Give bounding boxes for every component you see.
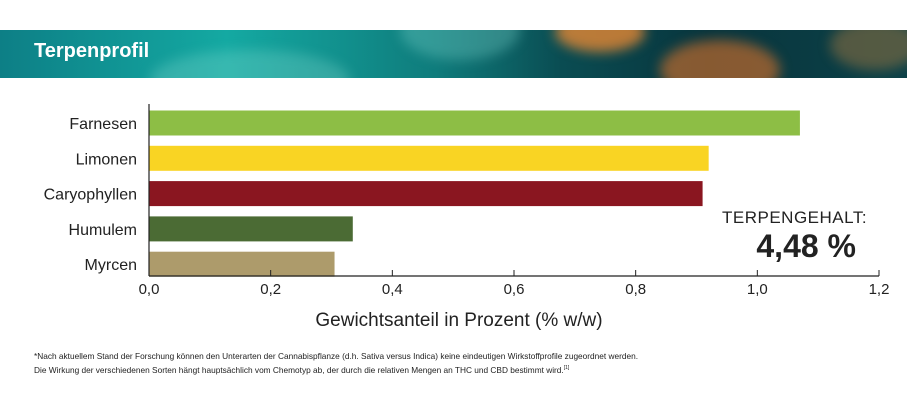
x-tick-label: 0,6 — [504, 281, 525, 298]
terpene-total-label: TERPENGEHALT: — [722, 208, 868, 227]
bar-limonen — [149, 145, 709, 171]
header-banner — [0, 30, 907, 78]
bar-farnesen — [149, 110, 800, 136]
footnote-line-2: Die Wirkung der verschiedenen Sorten hän… — [34, 362, 638, 376]
category-label-myrcen: Myrcen — [85, 257, 137, 274]
page-title: Terpenprofil — [34, 40, 150, 62]
footnote-line-1: *Nach aktuellem Stand der Forschung könn… — [34, 351, 639, 361]
x-axis-label: Gewichtsanteil in Prozent (% w/w) — [315, 310, 602, 331]
bar-myrcen — [149, 251, 335, 277]
category-label-humulem: Humulem — [69, 222, 137, 239]
footnote-reference: [1] — [563, 365, 570, 371]
x-ticks: 0,0 0,2 0,4 0,6 0,8 1,0 1,2 — [139, 270, 890, 298]
x-tick-label: 0,0 — [139, 281, 160, 298]
x-tick-label: 1,2 — [869, 281, 890, 298]
bar-caryophyllen — [149, 181, 703, 207]
terpene-total-value: 4,48 % — [756, 228, 856, 264]
bar-humulem — [149, 216, 353, 242]
x-tick-label: 0,2 — [260, 281, 281, 298]
bar-chart: Farnesen Limonen Caryophyllen Humulem Myrcen… — [44, 104, 890, 331]
category-label-caryophyllen: Caryophyllen — [44, 187, 137, 204]
footnote: *Nach aktuellem Stand der Forschung könn… — [34, 350, 638, 376]
x-tick-label: 1,0 — [747, 281, 768, 298]
bars-group — [149, 110, 800, 277]
footnote-line-2-text: Die Wirkung der verschiedenen Sorten hän… — [34, 364, 564, 375]
x-tick-label: 0,8 — [625, 281, 646, 298]
category-label-limonen: Limonen — [76, 151, 137, 168]
category-label-farnesen: Farnesen — [69, 116, 137, 133]
banner-glow — [555, 30, 645, 52]
category-labels: Farnesen Limonen Caryophyllen Humulem Myrcen — [44, 116, 137, 274]
x-tick-label: 0,4 — [382, 281, 403, 298]
